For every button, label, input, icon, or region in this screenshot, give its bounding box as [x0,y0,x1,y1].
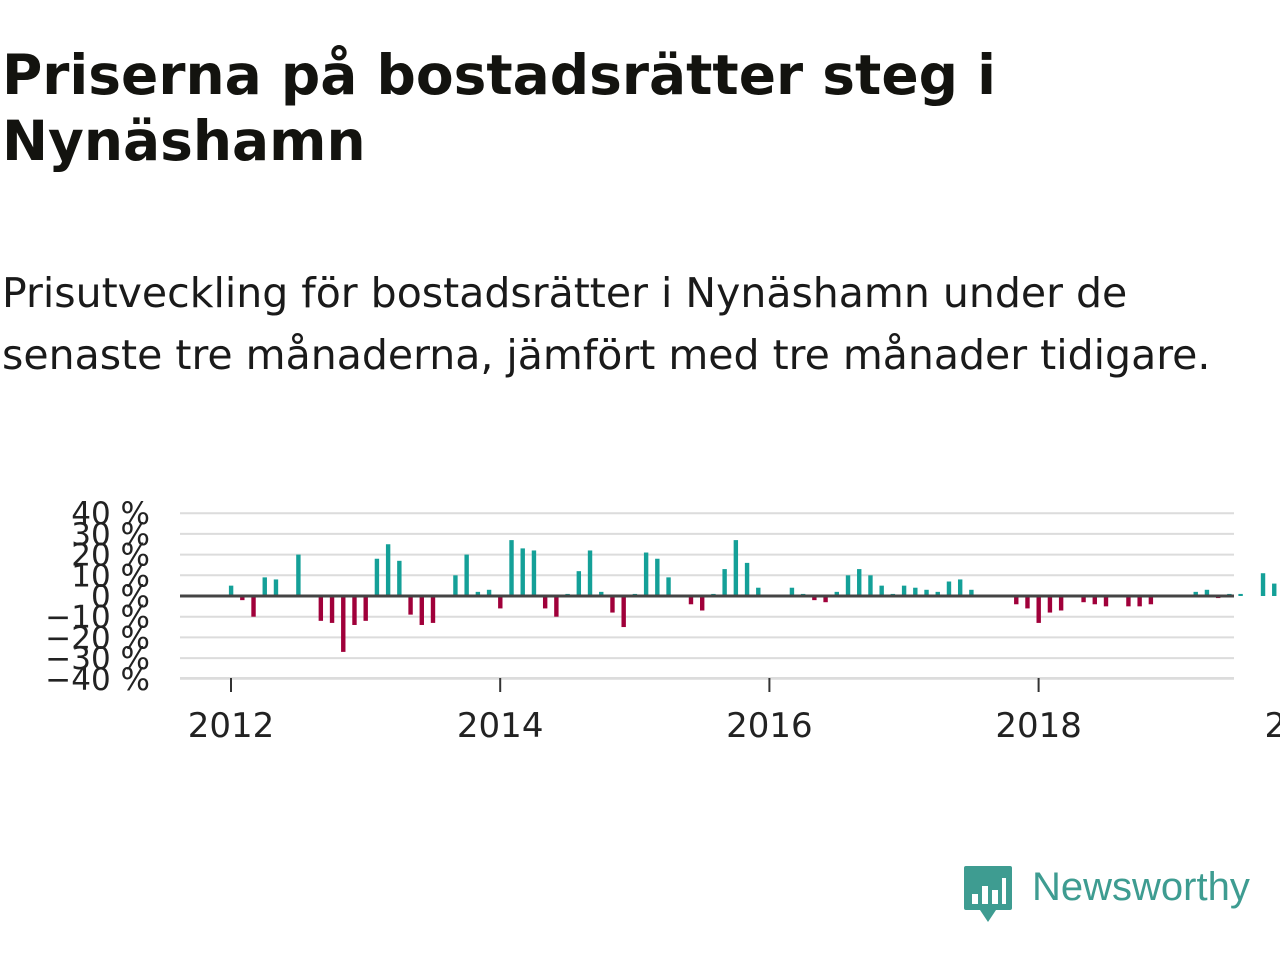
bar [464,554,469,596]
bar [1103,596,1109,607]
x-tick-label: 2020 [1265,706,1280,746]
bar [1204,589,1210,596]
bar [408,596,413,615]
bar [262,577,267,596]
bar [1092,596,1097,605]
y-tick-label: 0 % [91,579,150,615]
bar [823,596,828,603]
bar [756,587,761,596]
bar [587,550,593,596]
bar [1126,596,1131,607]
brand-name: Newsworthy [1032,865,1250,909]
bar [542,596,548,609]
bar [700,596,705,611]
bar [1047,596,1053,613]
bar [969,589,974,596]
bar [520,548,525,596]
bar [722,569,727,596]
bar [1238,593,1243,596]
x-tick-label: 2012 [188,706,275,746]
bar [1081,596,1086,603]
bar [329,596,335,623]
bar [453,575,458,596]
bar [666,577,671,596]
y-tick-label: 40 % [71,496,150,532]
y-tick-label: 30 % [71,517,150,553]
y-tick-label: −30 % [45,641,150,677]
bar [576,571,582,596]
bar [957,579,963,596]
bar [296,554,301,596]
bar [857,569,862,596]
newsworthy-logo-icon [964,866,1012,922]
y-axis-labels: 40 %30 %20 %10 %0 %−10 %−20 %−30 %−40 % [45,496,150,698]
bar [1272,583,1277,596]
bar [531,550,537,596]
bar [554,596,559,617]
bar [789,587,795,596]
chart-title: Priserna på bostadsrätter steg i Nynäsha… [2,43,997,173]
x-tick-label: 2014 [457,706,544,746]
x-tick-label: 2016 [726,706,813,746]
bar [240,596,245,601]
bar [352,596,357,625]
bar [251,596,256,617]
x-tick-label: 2018 [995,706,1082,746]
bar [1137,596,1142,607]
bar [475,591,481,596]
bar [498,596,503,609]
bar [744,562,750,596]
bar [924,589,929,596]
y-tick-label: −20 % [45,620,150,656]
bar [1025,596,1030,609]
bar [363,596,368,621]
bar [430,596,436,623]
bar-chart: 40 %30 %20 %10 %0 %−10 %−20 %−30 %−40 % … [45,496,1280,746]
bar [273,579,279,596]
y-tick-label: −40 % [45,662,150,698]
bar [341,596,346,652]
bar [935,591,940,596]
bar [374,558,380,596]
y-tick-label: 20 % [71,538,150,574]
brand: Newsworthy [962,860,1280,930]
bar [419,596,424,625]
bar [868,575,873,596]
bar [621,596,626,628]
bar [397,560,402,596]
bar [655,558,660,596]
bar [643,552,649,596]
bar [486,589,492,596]
bar [228,585,234,596]
bar [812,596,817,601]
bar [1058,596,1064,611]
bar [913,587,918,596]
bar [599,591,604,596]
bar [1260,573,1266,596]
bar [1193,591,1198,596]
bar [1148,596,1154,605]
chart-subtitle: Prisutveckling för bostadsrätter i Nynäs… [2,269,1211,379]
bar [834,591,839,596]
bar [1036,596,1041,623]
bar [509,540,514,596]
y-tick-label: 10 % [71,558,150,594]
bar [318,596,324,621]
bar [946,581,952,596]
bar [901,585,907,596]
bar [1014,596,1019,605]
x-axis: 20122014201620182020202220242026 [180,677,1280,746]
bar-series [228,540,1277,652]
y-tick-label: −10 % [45,600,150,636]
bar [610,596,615,613]
bar [688,596,694,605]
bar [845,575,851,596]
bar [385,544,391,596]
bar [879,585,884,596]
bar [733,540,739,596]
